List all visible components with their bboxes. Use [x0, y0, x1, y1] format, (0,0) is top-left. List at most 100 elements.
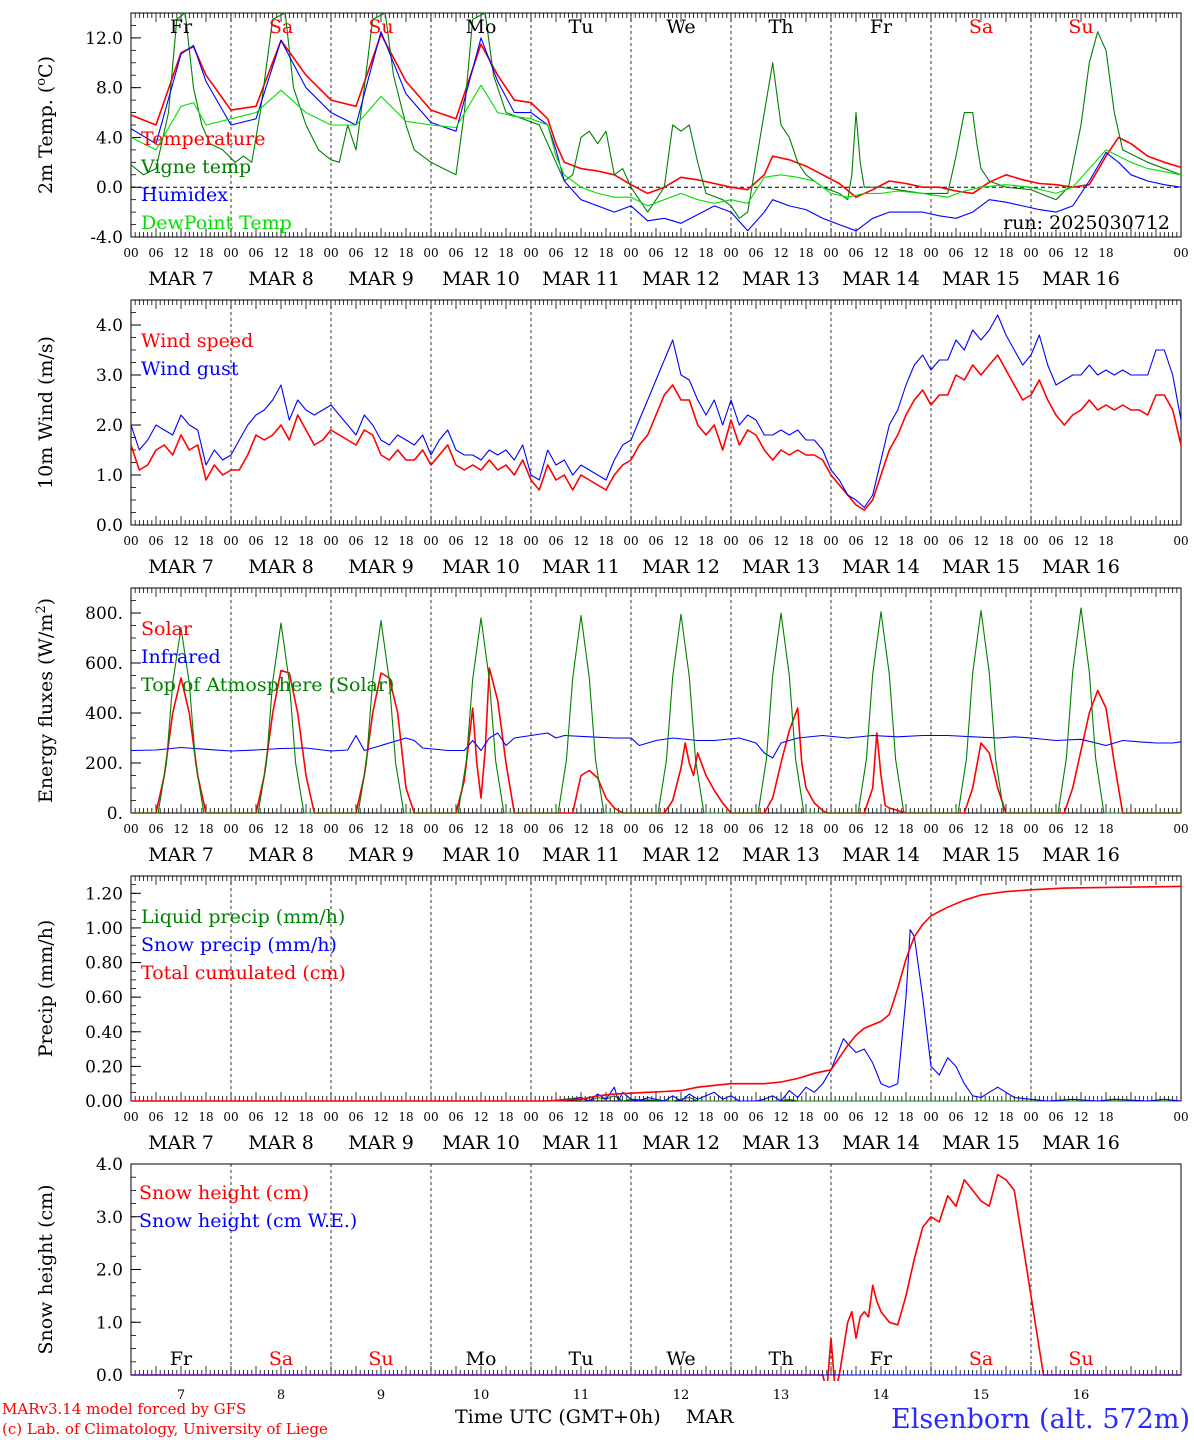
y-tick-label: 2.0 [96, 1261, 123, 1281]
weekday-label: Fr [170, 1348, 193, 1370]
legend-entry: Total cumulated (cm) [141, 962, 346, 984]
time-axis-month: MAR [686, 1406, 734, 1428]
hour-tick-label: 12 [973, 822, 988, 836]
hour-tick-label: 06 [148, 534, 163, 548]
y-tick-label: 2.0 [96, 416, 123, 436]
hour-tick-label: 12 [773, 822, 788, 836]
legend-entry: Wind gust [141, 358, 239, 380]
date-label: MAR 8 [248, 1132, 314, 1154]
hour-tick-label: 06 [948, 534, 963, 548]
hour-tick-label: 12 [473, 534, 488, 548]
hour-tick-label: 00 [423, 246, 438, 260]
date-label: MAR 15 [942, 556, 1020, 578]
weekday-label: We [666, 1348, 695, 1370]
y-axis-title: Energy fluxes (W/m2) [34, 598, 58, 803]
y-tick-label: 0. [107, 804, 123, 824]
date-label: MAR 15 [942, 844, 1020, 866]
y-axis: 0.0 1.0 2.0 3.0 4.0 [96, 299, 141, 536]
y-axis-title: Precip (mm/h) [35, 920, 57, 1058]
energy-flux-panel: 0. 200. 400. 600. 800. Energy fluxes (W/m2) So… [34, 587, 1189, 866]
date-label: MAR 9 [348, 556, 414, 578]
hour-tick-label: 00 [323, 246, 338, 260]
y-axis: 0. 200. 400. 600. 800. [85, 587, 141, 824]
hour-tick-label: 06 [548, 534, 563, 548]
day-number-label: 8 [277, 1388, 285, 1403]
hour-tick-labels: 00 06 12 18 00 06 12 18 00 06 12 18 00 06 12 18 00 06 12 18… [123, 534, 1188, 548]
legend-entry: Humidex [141, 184, 228, 206]
hour-tick-label: 06 [748, 534, 763, 548]
hour-tick-label: 18 [798, 822, 813, 836]
date-label: MAR 14 [842, 1132, 920, 1154]
hour-tick-label: 12 [273, 1110, 288, 1124]
date-label: MAR 8 [248, 268, 314, 290]
hour-tick-label: 12 [373, 534, 388, 548]
legend-entry: Temperature [141, 128, 265, 150]
series-group [131, 12, 1181, 232]
hour-tick-label: 06 [848, 822, 863, 836]
hour-tick-label: 06 [448, 822, 463, 836]
y-tick-label: 0.40 [85, 1023, 123, 1043]
date-label: MAR 14 [842, 268, 920, 290]
weekday-label: Sa [269, 16, 293, 38]
hour-tick-label: 18 [1098, 246, 1113, 260]
legend: Temperature Vigne temp Humidex DewPoint Tem… [140, 128, 292, 234]
hour-tick-label: 00 [323, 822, 338, 836]
hour-tick-label: 12 [173, 822, 188, 836]
hour-tick-label: 18 [198, 534, 213, 548]
y-tick-label: -4.0 [90, 228, 123, 248]
y-tick-label: 4.0 [96, 128, 123, 148]
hour-tick-label: 18 [598, 246, 613, 260]
hour-tick-label: 12 [573, 534, 588, 548]
y-tick-label: 12.0 [85, 29, 123, 49]
date-label: MAR 12 [642, 1132, 720, 1154]
x-ticks [130, 13, 1182, 237]
legend-entry: Top of Atmosphere (Solar) [141, 674, 394, 696]
hour-tick-label: 06 [348, 534, 363, 548]
run-label: run: 2025030712 [1003, 212, 1170, 234]
hour-tick-label: 00 [723, 822, 738, 836]
day-number-label: 7 [177, 1388, 185, 1403]
station-name: Elsenborn (alt. 572m) [891, 1404, 1190, 1435]
hour-tick-label: 12 [373, 822, 388, 836]
date-label: MAR 13 [742, 556, 820, 578]
weekday-label: Fr [870, 1348, 893, 1370]
legend: Wind speed Wind gust [141, 330, 253, 380]
hour-tick-label: 18 [498, 534, 513, 548]
hour-tick-label: 12 [873, 246, 888, 260]
hour-tick-label: 06 [248, 822, 263, 836]
hour-tick-label: 18 [398, 1110, 413, 1124]
hour-tick-label: 12 [673, 534, 688, 548]
date-label: MAR 13 [742, 844, 820, 866]
precipitation-panel: 0.00 0.20 0.40 0.60 0.80 1.00 1.20 Precip (mm/h… [35, 875, 1189, 1154]
weekday-label: Tu [569, 16, 594, 38]
hour-tick-label: 18 [698, 534, 713, 548]
x-ticks [130, 300, 1182, 525]
series-group [131, 314, 1181, 511]
date-labels: MAR 7 MAR 8 MAR 9 MAR 10 MAR 11 MAR 12 MAR 13 M… [148, 1132, 1120, 1154]
date-label: MAR 9 [348, 844, 414, 866]
hour-tick-label: 00 [1173, 534, 1188, 548]
hour-tick-label: 00 [223, 1110, 238, 1124]
legend-entry: Solar [141, 618, 193, 640]
hour-tick-label: 06 [1048, 1110, 1063, 1124]
date-label: MAR 14 [842, 556, 920, 578]
date-label: MAR 7 [148, 556, 214, 578]
hour-tick-label: 18 [998, 534, 1013, 548]
hour-tick-label: 18 [698, 822, 713, 836]
y-tick-label: 1.00 [85, 919, 123, 939]
y-axis: 0.00 0.20 0.40 0.60 0.80 1.00 1.20 [85, 875, 141, 1112]
y-tick-label: 4.0 [96, 316, 123, 336]
weekday-label: Sa [969, 1348, 993, 1370]
hour-tick-label: 18 [898, 246, 913, 260]
hour-tick-label: 00 [323, 534, 338, 548]
date-label: MAR 16 [1042, 844, 1120, 866]
y-tick-label: 1.0 [96, 1313, 123, 1333]
hour-tick-label: 18 [1098, 534, 1113, 548]
hour-tick-label: 12 [773, 534, 788, 548]
hour-tick-label: 12 [273, 246, 288, 260]
hour-tick-label: 00 [823, 246, 838, 260]
hour-tick-label: 12 [873, 534, 888, 548]
hour-tick-label: 18 [698, 1110, 713, 1124]
hour-tick-label: 06 [448, 534, 463, 548]
hour-tick-label: 18 [598, 534, 613, 548]
